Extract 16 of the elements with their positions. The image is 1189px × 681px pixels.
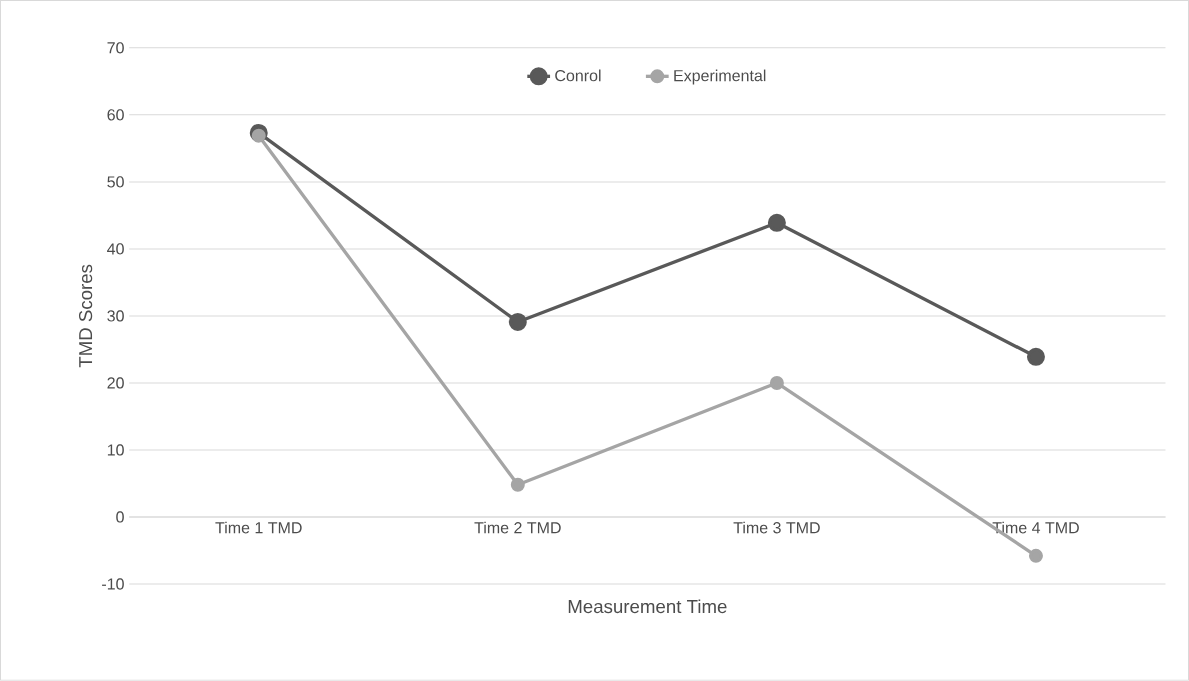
x-tick-label: Time 3 TMD <box>733 521 820 534</box>
y-tick-label: 30 <box>107 310 124 322</box>
x-axis-title: Measurement Time <box>568 599 727 614</box>
y-axis-title: TMD Scores <box>78 264 93 368</box>
y-tick-label: 40 <box>107 243 124 255</box>
legend-label: Conrol <box>555 69 601 82</box>
y-tick-label: -10 <box>102 578 124 590</box>
y-tick-label: 20 <box>107 377 124 389</box>
x-tick-label: Time 1 TMD <box>215 521 302 534</box>
legend-label: Experimental <box>674 69 766 85</box>
y-tick-label: 10 <box>107 444 124 456</box>
y-tick-label: 60 <box>107 109 124 121</box>
y-tick-label: 0 <box>116 511 124 523</box>
x-tick-label: Time 2 TMD <box>474 521 561 534</box>
y-tick-label: 70 <box>107 42 124 54</box>
y-tick-label: 50 <box>107 176 124 188</box>
